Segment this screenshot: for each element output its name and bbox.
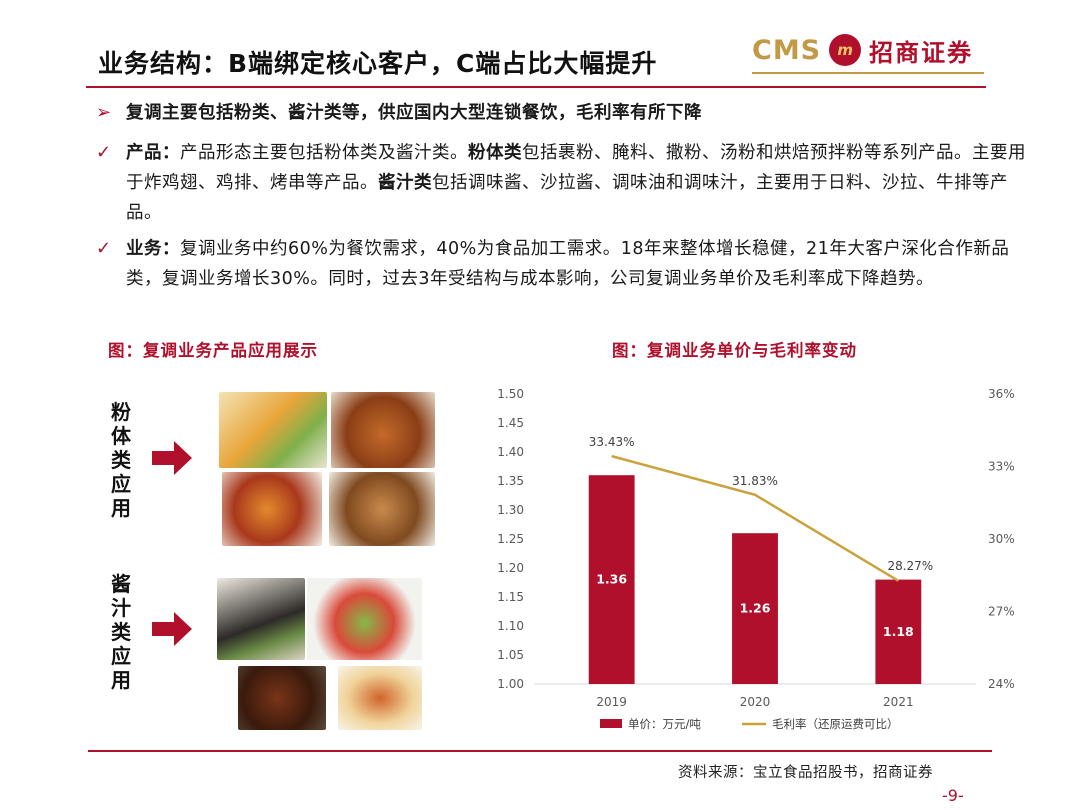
skewers-photo [329, 472, 435, 546]
bullet-summary-text: 复调主要包括粉类、酱汁类等，供应国内大型连锁餐饮，毛利率有所下降 [126, 103, 702, 123]
title-divider [86, 86, 986, 88]
bullet-products: ✓ 产品：产品形态主要包括粉体类及酱汁类。粉体类包括裹粉、腌料、撒粉、汤粉和烘焙… [96, 138, 1036, 228]
page-title: 业务结构：B端绑定核心客户，C端占比大幅提升 [98, 49, 658, 78]
logo-underline [752, 72, 984, 74]
powder-applications-label: 粉体类应用 [111, 400, 131, 520]
y-left-tick-label: 1.20 [497, 561, 524, 575]
bar-unit-price [588, 475, 635, 684]
y-left-tick-label: 1.30 [497, 503, 524, 517]
fried-chicken-tray-photo [219, 392, 327, 468]
bullet-business-text: 业务：复调业务中约60%为餐饮需求，40%为食品加工需求。18年来整体增长稳健，… [126, 234, 1036, 294]
line-data-label: 33.43% [589, 435, 635, 449]
steak-photo [238, 666, 326, 730]
y-left-tick-label: 1.45 [497, 416, 524, 430]
arrow-right-icon [152, 612, 192, 646]
fried-chicken-photo [331, 392, 435, 468]
caption-price-margin-chart: 图：复调业务单价与毛利率变动 [612, 341, 857, 360]
products-text-2: 包括裹粉、腌料、撒粉、汤粉和烘焙预拌粉等系列产品。主要用于炸鸡翅、鸡排、烤串等产… [126, 143, 1026, 193]
footer-divider [88, 750, 992, 752]
arrow-right-icon [152, 441, 192, 475]
legend-bar-swatch [600, 719, 622, 728]
y-left-tick-label: 1.15 [497, 590, 524, 604]
legend-bar-label: 单价：万元/吨 [628, 717, 701, 731]
sauce-keyword: 酱汁类 [378, 173, 432, 193]
checkmark-icon: ✓ [96, 142, 112, 163]
y-left-tick-label: 1.10 [497, 619, 524, 633]
bar-data-label: 1.36 [596, 572, 627, 587]
bar-unit-price [732, 533, 778, 684]
y-right-tick-label: 30% [988, 532, 1015, 546]
line-data-label: 28.27% [887, 559, 933, 573]
logo-company-name: 招商证券 [869, 38, 974, 67]
powder-keyword: 粉体类 [468, 143, 522, 163]
line-data-label: 31.83% [732, 474, 778, 488]
y-left-tick-label: 1.40 [497, 445, 524, 459]
bullet-products-text: 产品：产品形态主要包括粉体类及酱汁类。粉体类包括裹粉、腌料、撒粉、汤粉和烘焙预拌… [126, 138, 1036, 228]
bar-data-label: 1.26 [740, 601, 771, 616]
y-left-tick-label: 1.35 [497, 474, 524, 488]
x-tick-label: 2020 [740, 695, 771, 709]
x-tick-label: 2019 [596, 695, 627, 709]
y-left-tick-label: 1.25 [497, 532, 524, 546]
products-text-1: 产品形态主要包括粉体类及酱汁类。 [180, 143, 468, 163]
line-gross-margin [611, 454, 899, 582]
sauce-applications-label: 酱汁类应用 [111, 572, 131, 692]
brand-logo: CMS m 招商证券 [752, 30, 973, 70]
arrow-bullet-icon: ➢ [96, 102, 112, 123]
y-right-tick-label: 36% [988, 387, 1015, 401]
y-left-tick-label: 1.00 [497, 677, 524, 691]
bullet-summary: ➢ 复调主要包括粉类、酱汁类等，供应国内大型连锁餐饮，毛利率有所下降 [96, 98, 1036, 128]
logo-cms-text: CMS [752, 34, 822, 66]
bar-data-label: 1.18 [883, 624, 914, 639]
y-left-tick-label: 1.05 [497, 648, 524, 662]
business-label: 业务： [126, 239, 180, 259]
legend-line-label: 毛利率（还原运费可比） [772, 717, 899, 731]
products-label: 产品： [126, 143, 180, 163]
source-note: 资料来源：宝立食品招股书，招商证券 [678, 765, 933, 781]
y-right-tick-label: 27% [988, 605, 1015, 619]
checkmark-icon: ✓ [96, 238, 112, 259]
y-left-tick-label: 1.50 [497, 387, 524, 401]
caption-product-applications: 图：复调业务产品应用展示 [108, 341, 318, 360]
y-right-tick-label: 24% [988, 677, 1015, 691]
salad-photo [307, 578, 422, 660]
logo-mark-icon: m [829, 34, 862, 66]
bullet-business: ✓ 业务：复调业务中约60%为餐饮需求，40%为食品加工需求。18年来整体增长稳… [96, 234, 1036, 294]
sushi-rolls-photo [217, 578, 305, 660]
page-number: -9- [942, 786, 964, 805]
y-right-tick-label: 33% [988, 460, 1015, 474]
price-margin-chart: 1.00 1.05 1.10 1.15 1.20 1.25 1.30 1.35 1.40 1.45… [497, 387, 1015, 731]
products-text-3: 包括调味酱、沙拉酱、调味油和调味汁，主要用于日料、沙拉、牛排等产品。 [126, 173, 1008, 223]
business-text: 复调业务中约60%为餐饮需求，40%为食品加工需求。18年来整体增长稳健，21年… [126, 239, 1010, 289]
hotdog-photo [338, 666, 422, 730]
x-tick-label: 2021 [883, 695, 914, 709]
bar-unit-price [875, 579, 922, 684]
chicken-wings-photo [222, 472, 322, 546]
